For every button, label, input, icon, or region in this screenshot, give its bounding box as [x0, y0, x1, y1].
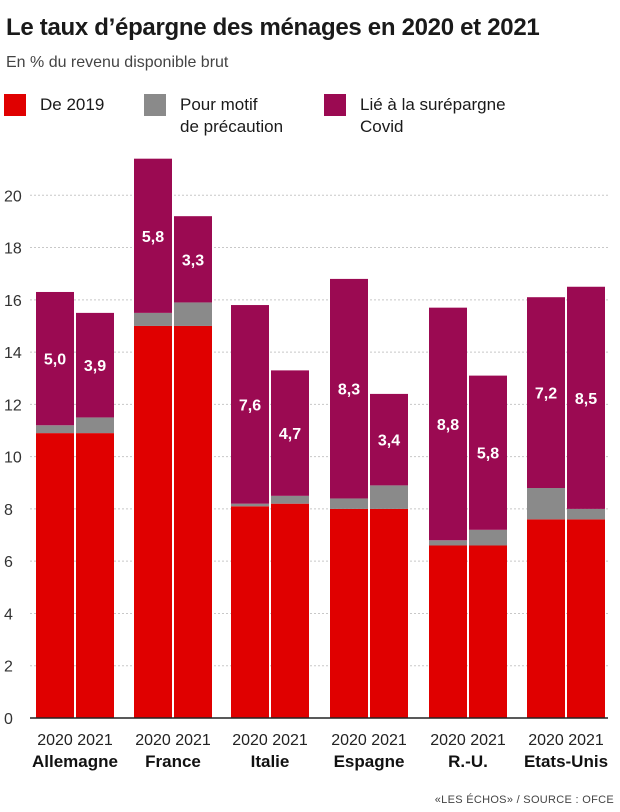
stacked-bar-chart: 0 2 4 6 8 10 12 14 16 18 20 5,0 2020 3,9 2021 5,8 2020 3,… — [4, 158, 608, 771]
data-label: 5,8 — [142, 229, 164, 246]
legend-label: Pour motif de précaution — [180, 95, 284, 136]
bar-segment-precaution — [567, 508, 605, 520]
bar-segment-base-2019 — [330, 508, 368, 718]
bar-segment-covid — [370, 393, 408, 486]
bar-segment-precaution — [469, 529, 507, 546]
bar-segment-precaution — [271, 495, 309, 504]
y-tick-label: 4 — [4, 606, 13, 623]
data-label: 4,7 — [279, 426, 301, 443]
bar-segment-precaution — [429, 540, 467, 546]
legend-label: De 2019 — [40, 95, 105, 114]
data-label: 3,3 — [182, 252, 204, 269]
bar-segment-covid — [429, 307, 467, 541]
bar-segment-covid — [271, 370, 309, 496]
legend-item-surepargne: Lié à la surépargne Covid — [324, 94, 506, 138]
x-tick-label-country: Allemagne — [32, 752, 118, 771]
bar-segment-covid — [567, 286, 605, 509]
y-tick-label: 6 — [4, 554, 13, 571]
bar-segment-precaution — [330, 498, 368, 509]
y-tick-label: 18 — [4, 241, 22, 258]
y-tick-label: 2 — [4, 659, 13, 676]
bar-segment-precaution — [370, 485, 408, 509]
x-tick-label-year: 2021 — [371, 732, 407, 749]
bar-segment-covid — [527, 297, 565, 488]
legend-item-de-2019: De 2019 — [4, 94, 104, 116]
bar-segment-precaution — [527, 488, 565, 520]
bar-segment-base-2019 — [271, 503, 309, 718]
bar-segment-precaution — [36, 425, 74, 434]
y-tick-label: 10 — [4, 450, 22, 467]
bar-segment-covid — [231, 305, 269, 504]
source-note: «LES ÉCHOS» / SOURCE : OFCE — [434, 794, 614, 806]
y-tick-label: 16 — [4, 293, 22, 310]
bar-segment-covid — [469, 375, 507, 530]
chart-subtitle: En % du revenu disponible brut — [6, 54, 229, 71]
bar-segment-base-2019 — [36, 433, 74, 718]
legend-item-precaution: Pour motif de précaution — [144, 94, 283, 138]
bar-segment-base-2019 — [527, 519, 565, 718]
bar-segment-base-2019 — [469, 545, 507, 718]
bar-segment-base-2019 — [370, 508, 408, 718]
x-tick-label-year: 2020 — [232, 732, 268, 749]
x-tick-label-country: France — [145, 752, 201, 771]
data-label: 3,4 — [378, 433, 400, 450]
y-tick-label: 20 — [4, 188, 22, 205]
data-label: 7,2 — [535, 386, 557, 403]
bar-segment-covid — [330, 278, 368, 499]
x-tick-label-country: R.-U. — [448, 752, 488, 771]
data-label: 8,3 — [338, 382, 360, 399]
chart-title: Le taux d’épargne des ménages en 2020 et… — [6, 14, 540, 41]
bar-segment-covid — [76, 312, 114, 418]
legend-swatch-purple — [324, 94, 346, 116]
bar-segment-base-2019 — [134, 325, 172, 718]
bar-segment-precaution — [76, 417, 114, 434]
bar-segment-precaution — [134, 312, 172, 326]
x-tick-label-year: 2021 — [77, 732, 113, 749]
data-label: 5,8 — [477, 446, 499, 463]
x-tick-label-year: 2021 — [568, 732, 604, 749]
data-label: 7,6 — [239, 397, 261, 414]
bar-segment-base-2019 — [429, 545, 467, 718]
x-tick-label-year: 2020 — [528, 732, 564, 749]
x-tick-label-country: Italie — [251, 752, 290, 771]
data-label: 3,9 — [84, 358, 106, 375]
data-label: 8,5 — [575, 391, 597, 408]
legend-swatch-red — [4, 94, 26, 116]
y-tick-label: 0 — [4, 711, 13, 728]
x-tick-label-country: Etats-Unis — [524, 752, 608, 771]
y-tick-label: 14 — [4, 345, 22, 362]
bar-segment-covid — [36, 291, 74, 426]
data-label: 8,8 — [437, 417, 459, 434]
y-tick-label: 8 — [4, 502, 13, 519]
x-tick-label-year: 2020 — [37, 732, 73, 749]
data-label: 5,0 — [44, 352, 66, 369]
bar-segment-base-2019 — [231, 506, 269, 718]
x-tick-label-country: Espagne — [334, 752, 405, 771]
x-tick-label-year: 2021 — [175, 732, 211, 749]
y-tick-label: 12 — [4, 397, 22, 414]
bar-segment-base-2019 — [174, 325, 212, 718]
x-tick-label-year: 2020 — [135, 732, 171, 749]
bar-segment-base-2019 — [76, 433, 114, 718]
bar-segment-base-2019 — [567, 519, 605, 718]
legend-swatch-grey — [144, 94, 166, 116]
legend-label: Lié à la surépargne Covid — [360, 95, 506, 136]
x-tick-label-year: 2021 — [470, 732, 506, 749]
bar-segment-precaution — [231, 503, 269, 507]
bar-segment-covid — [174, 216, 212, 303]
x-tick-label-year: 2021 — [272, 732, 308, 749]
bar-segment-covid — [134, 158, 172, 313]
bar-segment-precaution — [174, 302, 212, 326]
x-tick-label-year: 2020 — [430, 732, 466, 749]
x-tick-label-year: 2020 — [331, 732, 367, 749]
